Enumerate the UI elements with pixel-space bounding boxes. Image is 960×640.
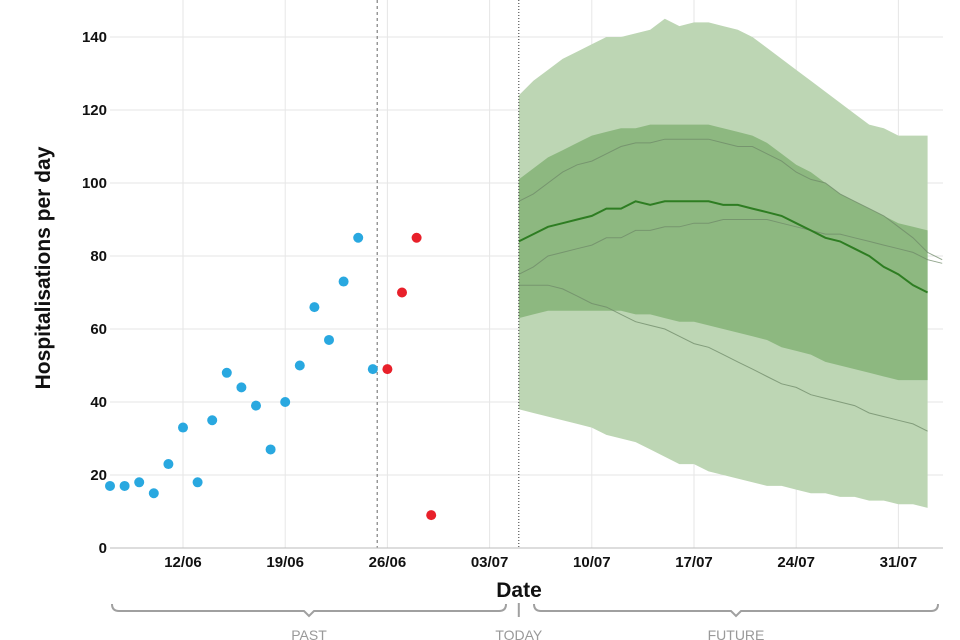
observed-point: [309, 302, 320, 313]
observed-point: [280, 397, 291, 407]
y-tick-label: 20: [90, 467, 107, 484]
recent-point: [397, 287, 407, 298]
y-tick-label: 80: [90, 248, 107, 265]
y-axis-title: Hospitalisations per day: [32, 146, 55, 389]
observed-point: [119, 480, 130, 491]
observed-point: [134, 477, 145, 488]
observed-point: [221, 367, 232, 378]
observed-point: [353, 232, 364, 243]
x-tick-label: 12/06: [164, 554, 202, 571]
y-tick-label: 0: [99, 540, 107, 557]
observed-point: [105, 480, 115, 491]
x-tick-label: 10/07: [573, 554, 611, 571]
observed-point: [294, 360, 305, 371]
y-tick-label: 120: [82, 102, 107, 119]
x-axis-title: Date: [496, 579, 542, 602]
observed-point: [178, 422, 188, 433]
recent-point: [411, 232, 422, 243]
observed-point: [192, 477, 203, 488]
x-tick-label: 19/06: [266, 554, 304, 571]
reference-lines: [376, 0, 520, 548]
observed-point: [251, 400, 261, 411]
data-points: [105, 232, 437, 521]
sample-trajectory: [518, 138, 943, 261]
forecast-lines: [518, 138, 943, 432]
x-tick-label: 17/07: [675, 554, 713, 571]
axes: 0 20 40 60 80 100 120 140 12/06 19/06 26/06 03/07 10…: [32, 29, 943, 602]
y-tick-label: 60: [90, 321, 107, 338]
future-label: FUTURE: [708, 627, 765, 640]
sample-trajectory: [518, 219, 943, 275]
future-bracket: [533, 603, 939, 618]
phase-brackets: PAST TODAY FUTURE: [111, 603, 939, 640]
y-tick-label: 100: [82, 175, 107, 192]
observed-point: [207, 415, 218, 426]
observed-point: [148, 488, 159, 499]
x-tick-label: 03/07: [471, 554, 509, 571]
past-label: PAST: [291, 627, 327, 640]
observed-point: [338, 276, 349, 287]
past-bracket: [111, 603, 507, 618]
sample-trajectory: [518, 284, 928, 432]
x-tick-label: 26/06: [369, 554, 407, 571]
observed-point: [324, 334, 334, 345]
recent-point: [382, 364, 393, 375]
observed-point: [367, 364, 378, 375]
x-tick-label: 31/07: [880, 554, 918, 571]
x-tick-label: 24/07: [777, 554, 815, 571]
observed-point: [236, 382, 247, 393]
recent-point: [426, 510, 437, 521]
y-tick-label: 40: [90, 394, 107, 411]
observed-point: [163, 459, 174, 470]
observed-point: [265, 444, 276, 455]
today-label: TODAY: [495, 627, 543, 640]
median-forecast-line: [518, 200, 929, 294]
forecast-bands: [518, 18, 928, 508]
y-tick-label: 140: [82, 29, 107, 46]
inner-interval-band: [518, 124, 928, 381]
